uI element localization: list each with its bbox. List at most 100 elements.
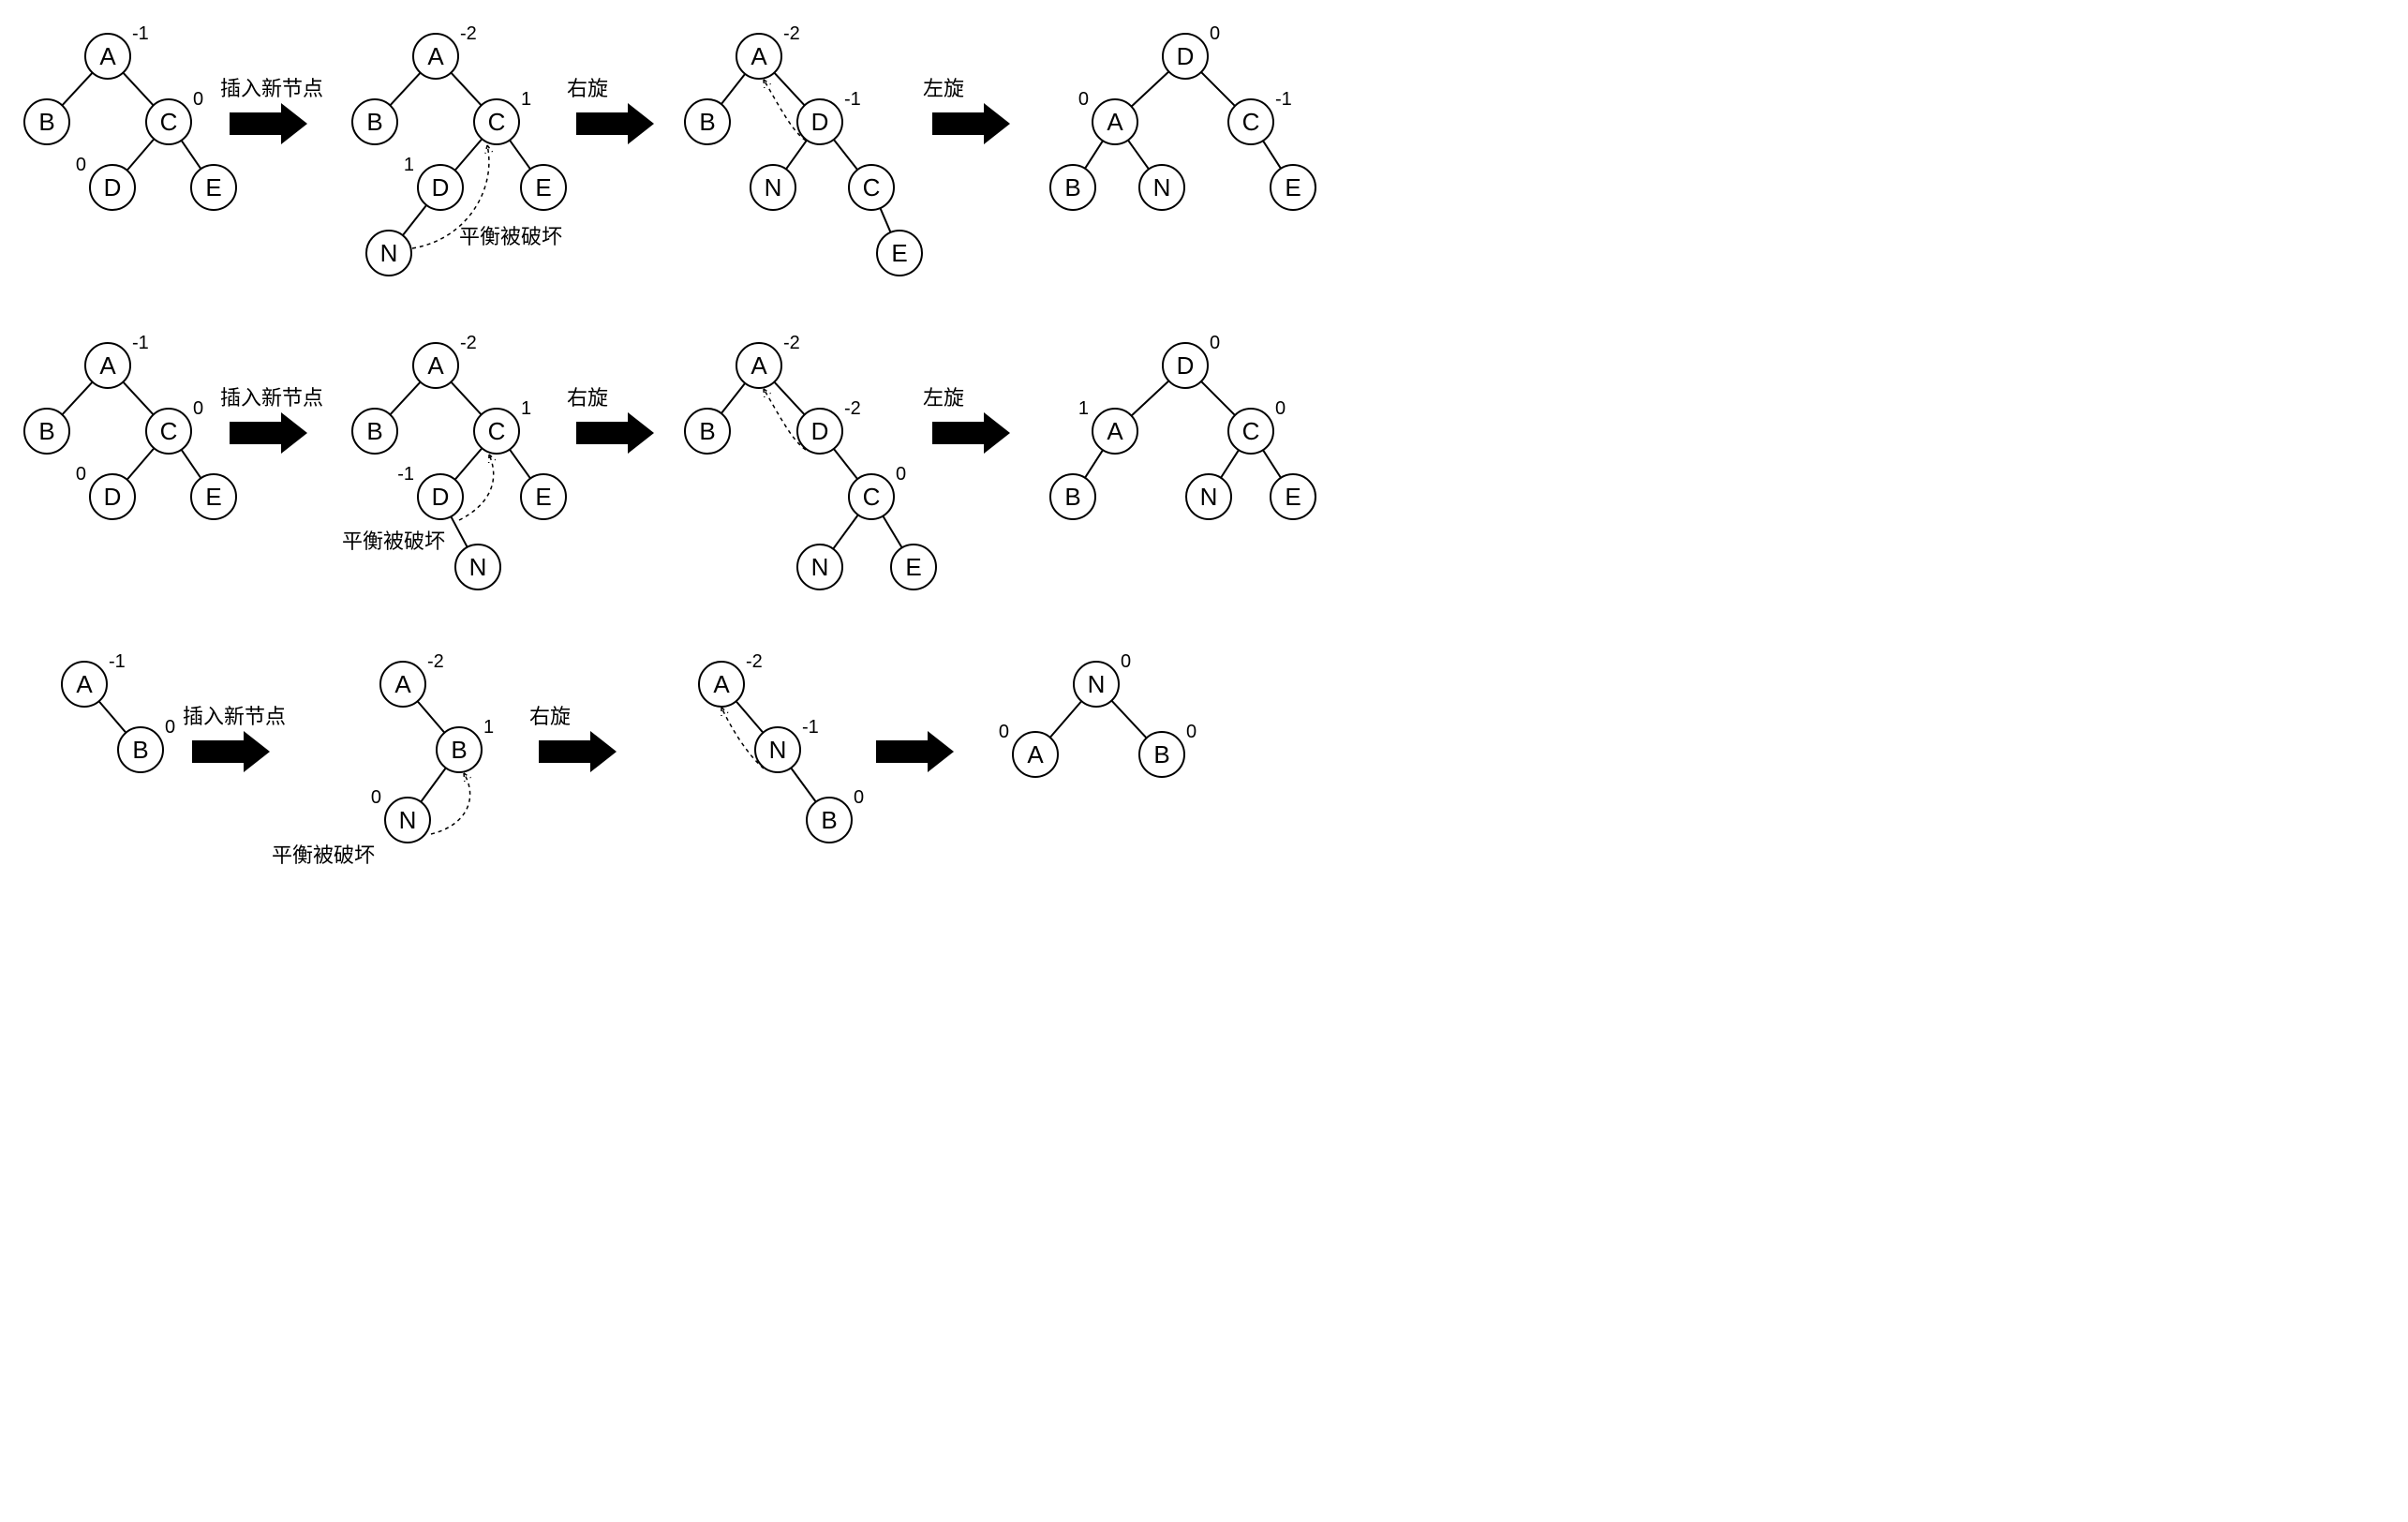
tree-edge (1263, 450, 1281, 478)
tree-edge (1111, 701, 1146, 739)
node-label: D (811, 108, 829, 136)
tree-edge (451, 516, 467, 547)
balance-factor: -2 (746, 651, 763, 672)
balance-factor: 0 (76, 464, 86, 485)
balance-factor: -1 (132, 23, 149, 44)
node-label: D (1177, 42, 1195, 70)
arrow-icon (230, 412, 307, 454)
node-label: A (713, 670, 730, 698)
node-label: E (1285, 483, 1301, 511)
balance-factor: 0 (76, 155, 86, 175)
tree-edge (1221, 450, 1239, 478)
node-label: E (205, 483, 221, 511)
step-label: 左旋 (923, 77, 964, 100)
tree-edge (99, 701, 126, 733)
node-label: B (821, 806, 837, 834)
arrow-icon (539, 731, 617, 772)
node-label: E (1285, 173, 1301, 201)
balance-factor: 0 (193, 89, 203, 110)
node-label: B (699, 108, 715, 136)
node-label: A (76, 670, 93, 698)
node-label: A (1027, 740, 1044, 768)
node-label: B (132, 736, 148, 764)
node-label: B (1064, 483, 1080, 511)
step-label: 插入新节点 (220, 386, 323, 410)
tree-edge (455, 139, 483, 171)
arrow-icon (192, 731, 270, 772)
node-label: D (432, 173, 450, 201)
node-label: C (488, 108, 506, 136)
balance-factor: -1 (1275, 89, 1292, 110)
balance-factor: 0 (1275, 398, 1286, 419)
node-label: C (1242, 108, 1260, 136)
tree-edge (127, 448, 155, 480)
tree-edge (418, 701, 445, 733)
diagram-svg: A-1BC0D0E插入新节点A-2BC1D1EN平衡被破坏右旋A-2BD-1NC… (9, 9, 1471, 900)
node-label: N (399, 806, 417, 834)
arrow-icon (230, 103, 307, 144)
tree-edge (403, 205, 426, 235)
arrow-icon (576, 412, 654, 454)
balance-factor: 1 (404, 155, 414, 175)
balance-factor: 0 (854, 787, 864, 808)
tree-edge (390, 382, 420, 415)
rotation-hint (431, 773, 470, 834)
node-label: C (863, 483, 881, 511)
balance-factor: 1 (483, 717, 494, 738)
balance-factor: 0 (165, 717, 175, 738)
tree-edge (721, 383, 745, 413)
node-label: C (488, 417, 506, 445)
balance-factor: 0 (1210, 23, 1220, 44)
node-label: B (699, 417, 715, 445)
balance-factor: -1 (132, 333, 149, 353)
tree-edge (774, 382, 804, 415)
balance-factor: -1 (397, 464, 414, 485)
node-label: A (394, 670, 411, 698)
arrow-icon (876, 731, 954, 772)
balance-factor: 0 (1121, 651, 1131, 672)
avl-rotation-diagram: A-1BC0D0E插入新节点A-2BC1D1EN平衡被破坏右旋A-2BD-1NC… (9, 9, 2399, 900)
balance-factor: -2 (844, 398, 861, 419)
tree-edge (1132, 71, 1169, 106)
rotation-hint (459, 455, 494, 520)
balance-factor: -2 (460, 23, 477, 44)
tree-edge (880, 208, 890, 232)
balance-factor: -1 (109, 651, 126, 672)
balance-factor: -2 (427, 651, 444, 672)
node-label: E (535, 173, 551, 201)
node-label: N (769, 736, 787, 764)
arrow-icon (932, 103, 1010, 144)
tree-edge (1085, 141, 1103, 169)
arrow-icon (932, 412, 1010, 454)
balance-factor: -1 (802, 717, 819, 738)
balance-factor: 0 (1210, 333, 1220, 353)
node-label: A (427, 351, 444, 380)
tree-edge (421, 768, 446, 801)
tree-edge (721, 74, 745, 104)
node-label: E (535, 483, 551, 511)
node-label: N (1200, 483, 1218, 511)
node-label: A (1107, 108, 1123, 136)
tree-edge (786, 141, 807, 170)
balance-factor: -2 (460, 333, 477, 353)
tree-edge (62, 382, 92, 415)
tree-edge (182, 141, 201, 169)
step-label: 右旋 (567, 77, 608, 100)
node-label: B (1064, 173, 1080, 201)
balance-factor: -2 (783, 333, 800, 353)
annotation: 平衡被破坏 (342, 530, 445, 553)
tree-edge (455, 448, 483, 480)
tree-edge (1132, 380, 1169, 415)
tree-edge (451, 73, 481, 106)
node-label: C (160, 108, 178, 136)
balance-factor: 0 (896, 464, 906, 485)
node-label: D (1177, 351, 1195, 380)
node-label: E (891, 239, 907, 267)
node-label: N (811, 553, 829, 581)
node-label: N (1153, 173, 1171, 201)
node-label: B (366, 417, 382, 445)
balance-factor: 0 (999, 722, 1009, 742)
tree-edge (390, 73, 420, 106)
tree-edge (1085, 450, 1103, 478)
annotation: 平衡被破坏 (272, 843, 375, 867)
